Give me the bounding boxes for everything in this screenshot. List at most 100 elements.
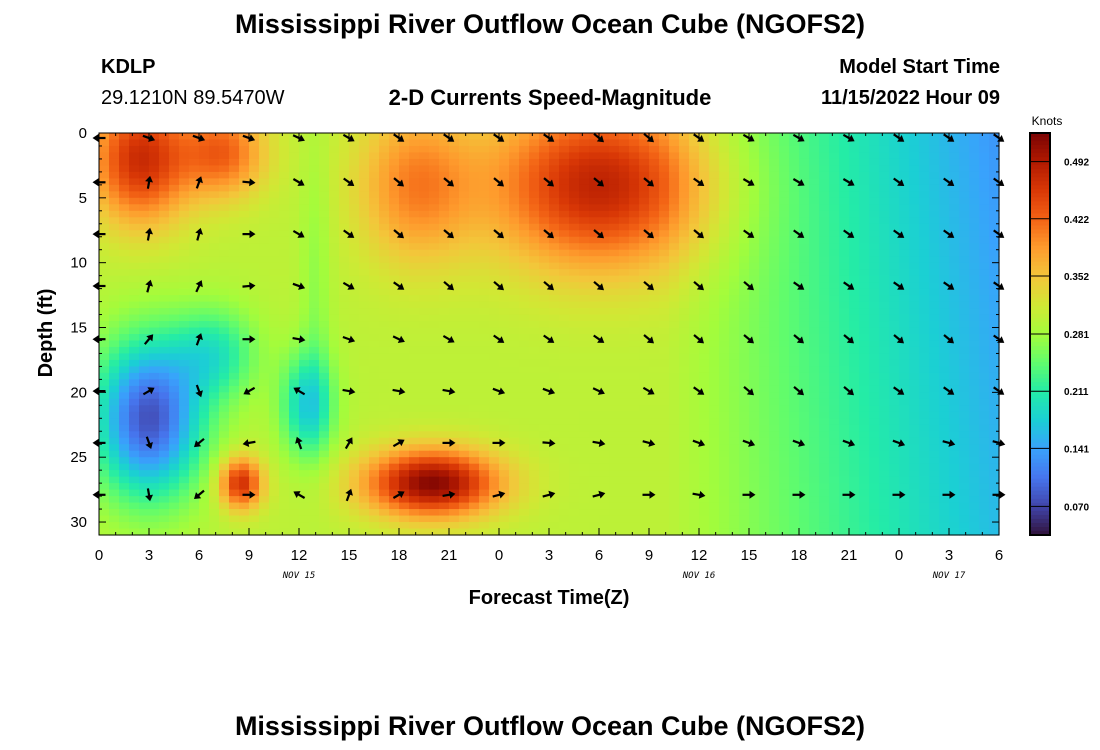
heatmap-cell [439,204,450,212]
heatmap-cell [909,191,920,199]
heatmap-cell [509,470,520,478]
heatmap-cell [659,418,670,426]
heatmap-cell [309,321,320,329]
heatmap-cell [729,372,740,380]
heatmap-cell [629,437,640,445]
heatmap-cell [499,282,510,290]
heatmap-cell [749,152,760,160]
heatmap-cell [589,139,600,147]
heatmap-cell [569,230,580,238]
heatmap-cell [859,340,870,348]
heatmap-cell [849,133,860,141]
heatmap-cell [109,236,120,244]
heatmap-cell [569,145,580,154]
heatmap-cell [589,269,600,277]
heatmap-cell [309,334,320,342]
heatmap-cell [199,171,210,179]
heatmap-cell [269,463,280,471]
heatmap-cell [119,152,130,160]
heatmap-cell [349,230,360,238]
heatmap-cell [719,158,730,167]
heatmap-cell [599,418,610,426]
heatmap-cell [799,308,810,316]
heatmap-cell [529,249,540,257]
heatmap-cell [909,178,920,186]
heatmap-cell [209,405,220,413]
heatmap-cell [409,210,420,218]
heatmap-cell [149,288,160,296]
heatmap-cell [369,398,380,406]
heatmap-cell [229,139,240,147]
heatmap-cell [419,457,430,465]
heatmap-cell [889,210,900,218]
heatmap-cell [539,476,550,484]
heatmap-cell [509,133,520,141]
heatmap-cell [989,178,1000,186]
heatmap-cell [729,366,740,374]
heatmap-cell [319,321,330,329]
heatmap-cell [859,359,870,368]
heatmap-cell [389,379,400,387]
heatmap-cell [489,158,500,167]
heatmap-cell [139,217,150,225]
heatmap-cell [199,359,210,368]
heatmap-cell [169,372,180,380]
heatmap-cell [449,385,460,393]
heatmap-cell [109,392,120,400]
heatmap-cell [789,470,800,478]
heatmap-cell [519,256,530,264]
heatmap-cell [169,463,180,471]
heatmap-cell [689,450,700,458]
heatmap-cell [919,262,930,270]
heatmap-cell [109,379,120,387]
heatmap-cell [269,444,280,452]
heatmap-cell [449,158,460,167]
heatmap-cell [879,236,890,244]
heatmap-cell [519,178,530,186]
heatmap-cell [729,431,740,439]
heatmap-cell [209,217,220,225]
heatmap-cell [759,463,770,471]
heatmap-cell [109,152,120,160]
heatmap-cell [379,392,390,400]
heatmap-cell [249,366,260,374]
heatmap-cell [169,314,180,322]
heatmap-cell [459,334,470,342]
heatmap-cell [979,424,990,432]
heatmap-cell [849,243,860,251]
heatmap-cell [289,366,300,374]
heatmap-cell [449,256,460,264]
heatmap-cell [129,158,140,167]
heatmap-cell [939,139,950,147]
heatmap-cell [319,249,330,257]
heatmap-cell [379,210,390,218]
heatmap-cell [569,392,580,400]
heatmap-cell [359,405,370,413]
heatmap-cell [689,165,700,173]
heatmap-cell [319,178,330,186]
heatmap-cell [579,295,590,303]
heatmap-cell [809,236,820,244]
heatmap-cell [819,133,830,141]
heatmap-cell [619,223,630,231]
heatmap-cell [479,269,490,277]
heatmap-cell [689,217,700,225]
heatmap-cell [579,463,590,471]
heatmap-cell [529,411,540,419]
heatmap-cell [539,223,550,231]
heatmap-cell [569,346,580,355]
heatmap-cell [449,288,460,296]
heatmap-cell [459,353,470,361]
heatmap-cell [549,197,560,205]
heatmap-cell [649,282,660,290]
heatmap-cell [289,139,300,147]
heatmap-cell [839,145,850,154]
heatmap-cell [959,321,970,329]
heatmap-cell [989,288,1000,296]
heatmap-cell [419,418,430,426]
heatmap-cell [819,139,830,147]
heatmap-cell [729,210,740,218]
heatmap-cell [249,489,260,497]
heatmap-cell [339,405,350,413]
heatmap-cell [379,340,390,348]
